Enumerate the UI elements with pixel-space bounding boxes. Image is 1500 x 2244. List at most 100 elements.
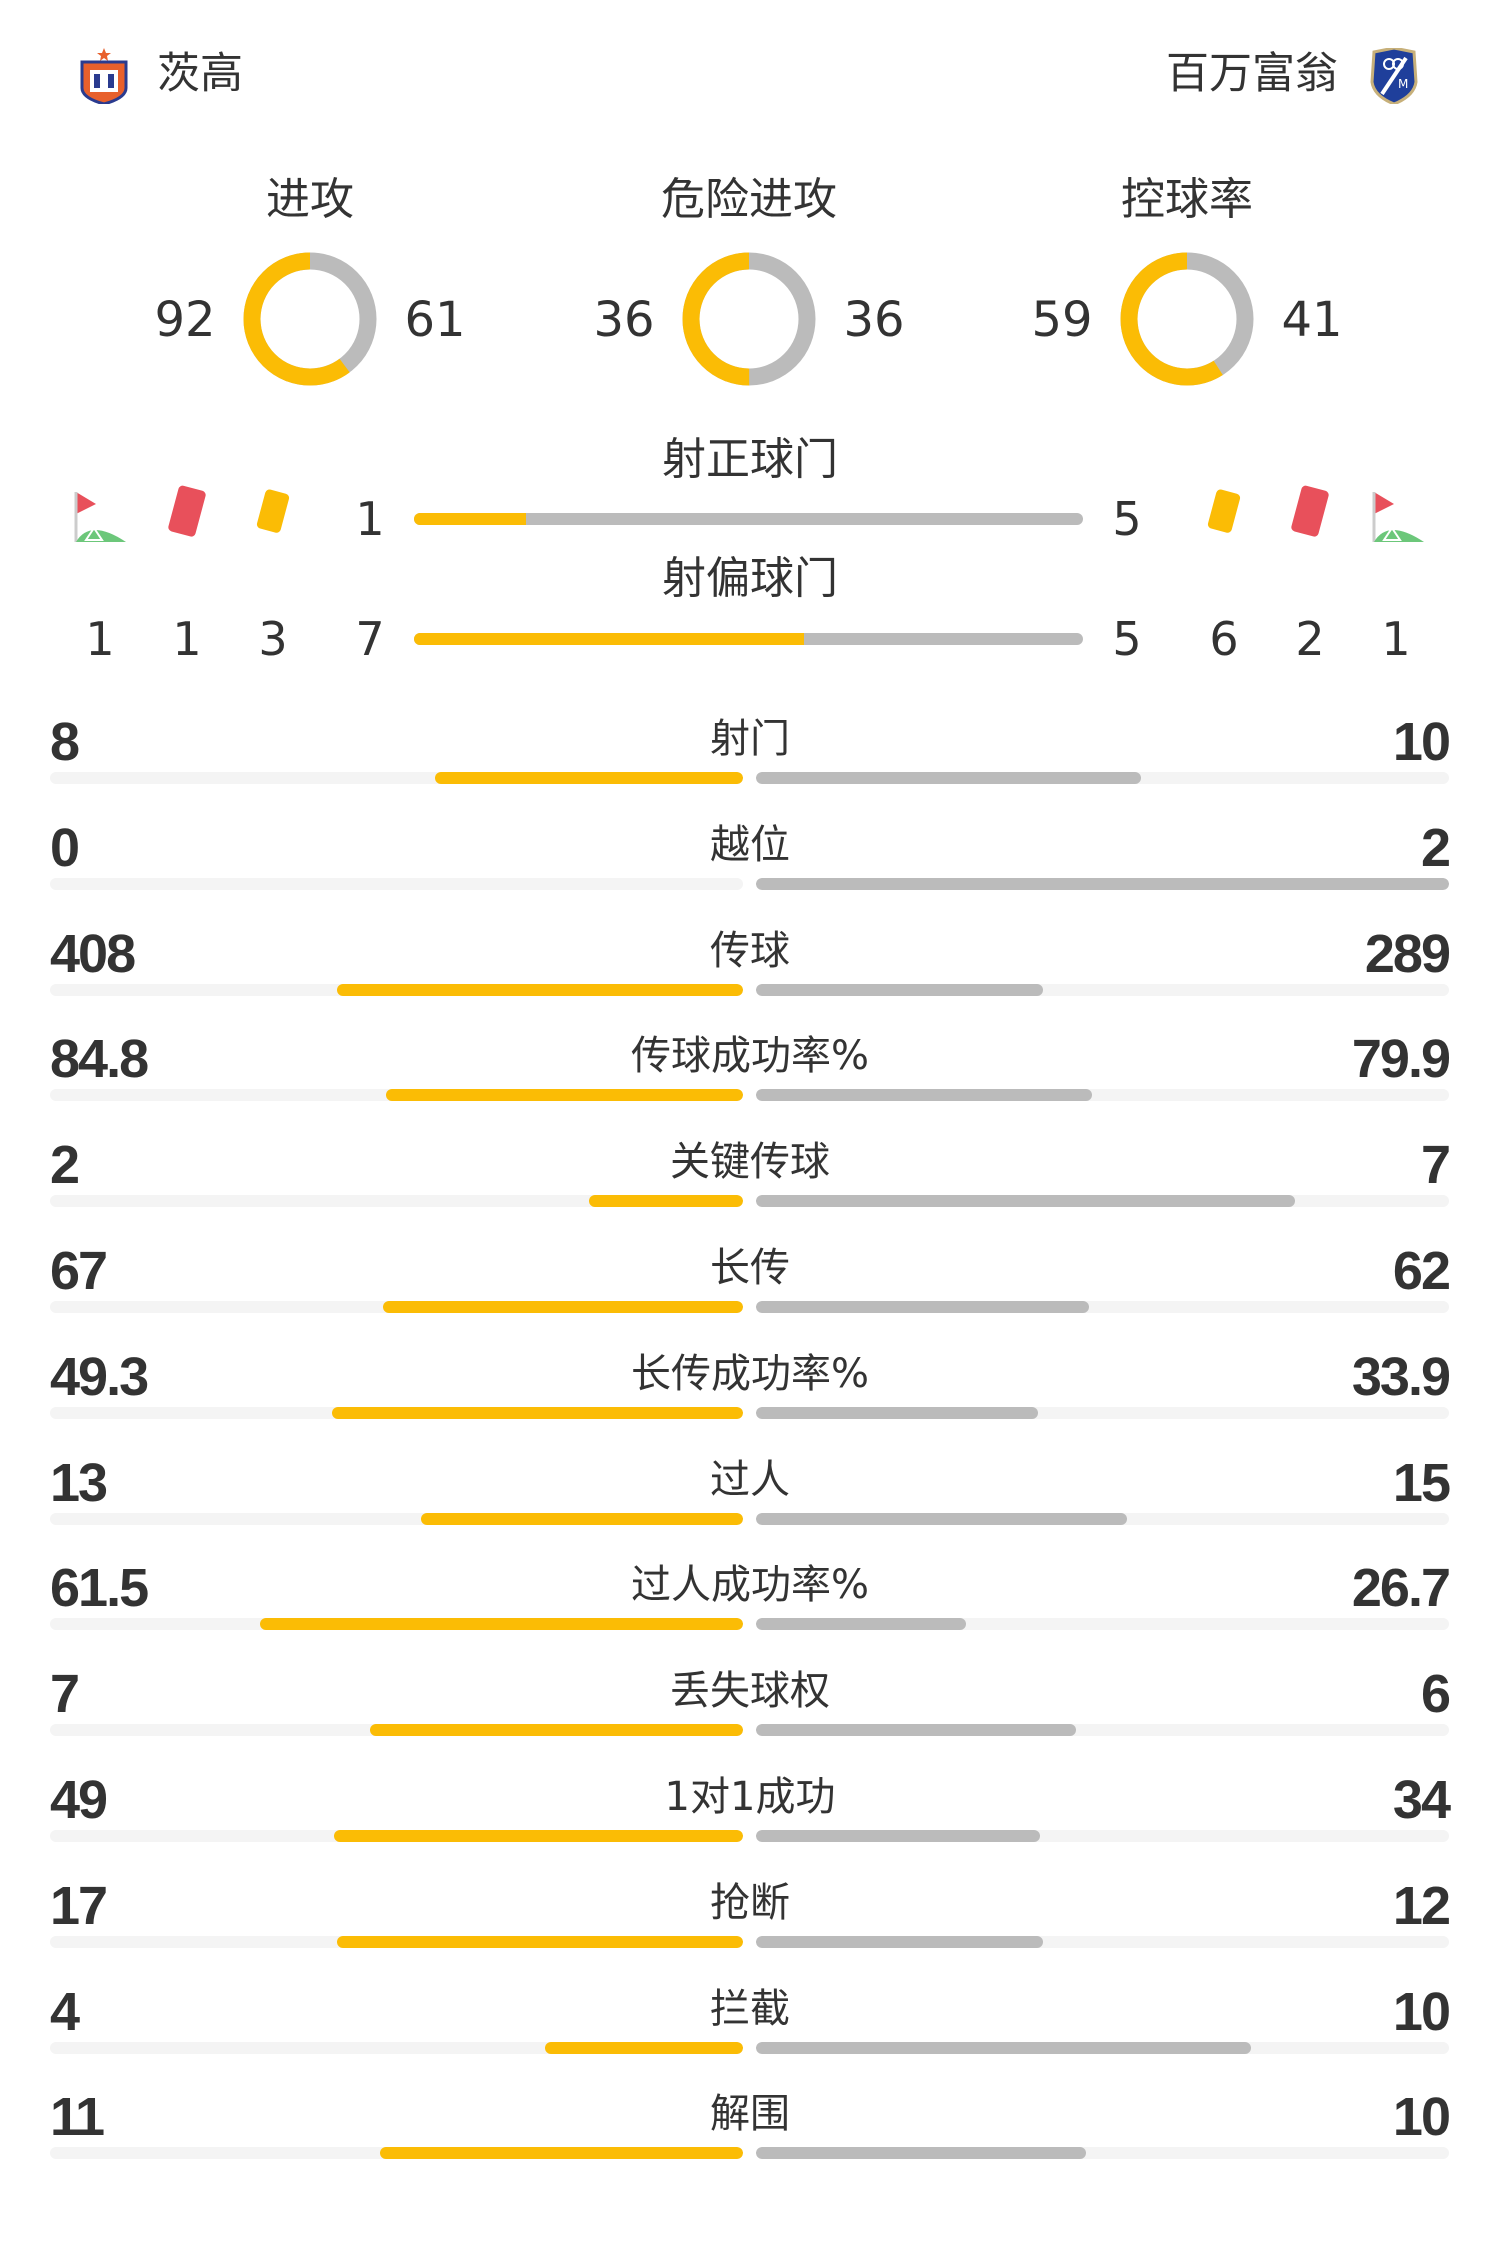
stat-row: 67 长传 62: [50, 1241, 1451, 1347]
stat-home-bar: [332, 1406, 743, 1419]
away-red-cards-count: 2: [1295, 612, 1325, 666]
stat-label: 越位: [710, 821, 790, 868]
stat-home-value: 408: [50, 923, 136, 984]
on-target-bar: [414, 513, 1083, 525]
stat-home-track: [50, 1195, 743, 1208]
stat-away-value: 26.7: [1351, 1558, 1451, 1619]
stat-away-track: [756, 1618, 1449, 1631]
ring-home-arc: [1120, 252, 1254, 386]
stat-home-value: 4: [50, 1981, 80, 2042]
stat-label: 射门: [710, 716, 790, 762]
stat-row: 49.3 长传成功率% 33.9: [50, 1346, 1451, 1453]
ring-home-value: 36: [593, 292, 655, 348]
stat-away-value: 10: [1392, 1981, 1451, 2042]
stat-away-value: 15: [1392, 1452, 1451, 1513]
away-team-logo: M: [1370, 48, 1418, 104]
ring-label: 进攻: [266, 174, 354, 225]
stat-home-value: 49.3: [50, 1346, 149, 1407]
stat-row: 11 解围 10: [50, 2087, 1451, 2193]
stat-home-track: [50, 1301, 743, 1313]
off-target-away: 5: [1112, 612, 1142, 666]
on-target-home: 1: [355, 492, 385, 546]
stat-label: 拦截: [710, 1985, 790, 2032]
stat-label: 传球: [710, 927, 790, 974]
stat-home-bar: [386, 1089, 743, 1102]
stat-home-bar: [337, 983, 743, 996]
stat-home-value: 67: [50, 1241, 108, 1301]
stat-label: 长传: [710, 1245, 790, 1291]
stat-away-track: [756, 983, 1449, 996]
stat-row: 4 拦截 10: [50, 1981, 1451, 2088]
stat-away-track: [756, 1089, 1449, 1102]
stat-away-bar: [756, 877, 1449, 890]
red-card-icon: [1291, 485, 1329, 537]
home-red-cards-count: 1: [172, 612, 202, 666]
ring-away-value: 36: [843, 292, 905, 348]
stat-home-bar: [336, 1935, 743, 1948]
off-target-label: 射偏球门: [662, 553, 838, 604]
stat-row: 2 关键传球 7: [50, 1135, 1451, 1241]
ring-label: 危险进攻: [661, 174, 837, 225]
stat-row: 0 越位 2: [50, 818, 1451, 924]
stat-home-value: 49: [50, 1770, 108, 1830]
stat-home-value: 2: [50, 1135, 80, 1196]
yellow-card-icon: [256, 489, 290, 533]
off-target-bar: [414, 633, 1083, 645]
red-card-icon: [168, 485, 206, 537]
ring-chart: [682, 252, 816, 386]
ring-home-value: 92: [154, 292, 216, 348]
stat-away-value: 34: [1392, 1770, 1451, 1830]
stat-home-value: 84.8: [50, 1029, 149, 1090]
stat-label: 传球成功率%: [630, 1033, 869, 1080]
stat-away-bar: [756, 1512, 1128, 1525]
stat-away-track: [756, 1195, 1449, 1208]
stat-home-track: [50, 1724, 743, 1737]
stat-home-value: 61.5: [50, 1558, 149, 1619]
stat-home-track: [50, 2041, 743, 2054]
ring-label: 控球率: [1121, 174, 1253, 225]
svg-text:M: M: [1398, 77, 1408, 91]
on-target-label: 射正球门: [662, 434, 838, 485]
away-yellow-cards-count: 6: [1209, 612, 1239, 666]
stat-home-value: 11: [50, 2087, 105, 2148]
stat-away-bar: [756, 1301, 1090, 1313]
stat-away-bar: [756, 1618, 966, 1631]
stat-away-value: 33.9: [1351, 1346, 1451, 1407]
stat-away-track: [756, 1406, 1449, 1419]
away-team-name: 百万富翁: [1166, 49, 1338, 99]
on-target-home-fill: [414, 513, 526, 525]
stat-home-track: [50, 1089, 743, 1102]
stat-home-bar: [259, 1618, 743, 1631]
stat-away-track: [756, 1830, 1449, 1842]
stat-away-value: 7: [1420, 1135, 1451, 1196]
corner-flag-icon: [1372, 492, 1424, 542]
stat-away-bar: [756, 2147, 1086, 2160]
stat-row: 84.8 传球成功率% 79.9: [50, 1029, 1451, 1135]
stat-home-track: [50, 1830, 743, 1842]
stat-label: 过人: [710, 1456, 790, 1503]
stat-home-track: [50, 1406, 743, 1419]
stat-row: 17 抢断 12: [50, 1876, 1451, 1982]
stat-home-track: [50, 772, 743, 784]
home-corners-count: 1: [85, 612, 115, 666]
off-target-home-fill: [414, 633, 805, 645]
stat-away-bar: [756, 1724, 1076, 1737]
stat-away-track: [756, 1724, 1449, 1737]
yellow-card-icon: [1207, 489, 1241, 533]
stat-away-value: 79.9: [1351, 1029, 1451, 1090]
stat-home-value: 8: [50, 712, 80, 772]
stat-row: 8 射门 10: [50, 712, 1451, 818]
stat-row: 49 1对1成功 34: [50, 1770, 1451, 1876]
stat-row: 408 传球 289: [50, 923, 1451, 1030]
stat-away-bar: [756, 1830, 1040, 1842]
stat-away-bar: [756, 1406, 1039, 1419]
stat-home-bar: [435, 772, 743, 784]
ring-home-arc: [682, 252, 816, 386]
ring-home-value: 59: [1031, 292, 1093, 348]
stat-away-bar: [756, 1195, 1295, 1208]
corner-flag-icon: [74, 492, 126, 542]
stat-home-track: [50, 1618, 743, 1631]
stat-away-track: [756, 1512, 1449, 1525]
home-yellow-cards-count: 3: [258, 612, 288, 666]
